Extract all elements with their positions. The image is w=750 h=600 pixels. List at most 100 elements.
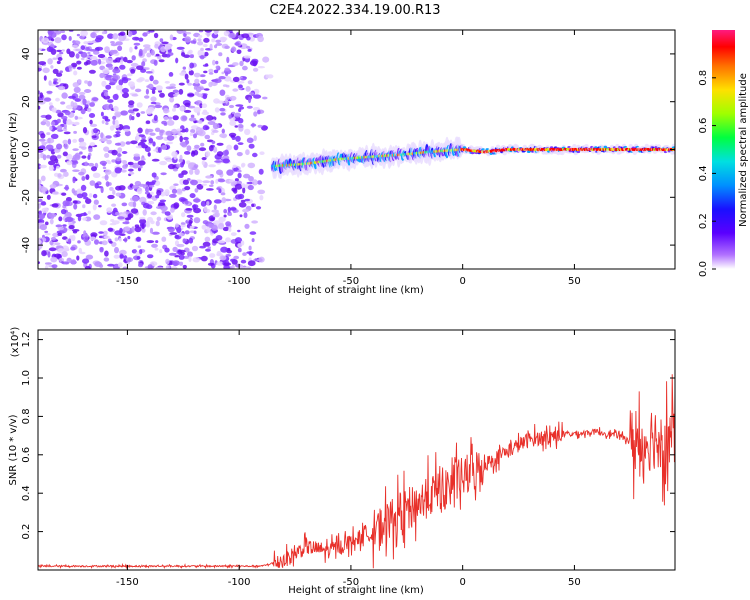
noise-speckle [146, 240, 155, 244]
noise-speckle [104, 153, 110, 158]
noise-speckle [38, 138, 46, 142]
noise-speckle [132, 195, 139, 202]
noise-speckle [202, 93, 208, 100]
noise-speckle [115, 41, 123, 46]
noise-speckle [248, 245, 252, 251]
noise-speckle [39, 224, 48, 231]
noise-speckle [235, 194, 242, 200]
noise-speckle [246, 137, 254, 144]
noise-speckle [191, 245, 199, 252]
noise-speckle [189, 169, 194, 175]
noise-speckle [186, 79, 190, 84]
noise-speckle [105, 57, 114, 64]
noise-speckle [91, 135, 97, 139]
noise-speckle [50, 214, 55, 219]
noise-speckle [94, 133, 99, 137]
noise-speckle [105, 181, 110, 187]
noise-speckle [134, 46, 138, 50]
noise-speckle [101, 80, 107, 87]
noise-speckle [55, 109, 62, 114]
noise-speckle [213, 204, 217, 210]
noise-speckle [150, 101, 157, 105]
noise-speckle [182, 238, 187, 244]
noise-speckle [193, 164, 199, 169]
noise-speckle [148, 30, 155, 33]
noise-speckle [136, 102, 143, 108]
noise-speckle [228, 213, 232, 216]
spectrogram-image [38, 30, 675, 269]
noise-speckle [112, 93, 119, 101]
noise-speckle [185, 208, 193, 211]
y-tick-label: 20 [21, 95, 32, 108]
noise-speckle [182, 264, 187, 269]
noise-speckle [198, 30, 204, 33]
noise-speckle [38, 153, 41, 159]
noise-speckle [237, 142, 244, 146]
noise-speckle [41, 207, 49, 213]
noise-speckle [60, 101, 66, 105]
noise-speckle [73, 121, 80, 126]
noise-speckle [76, 255, 80, 261]
noise-speckle [50, 121, 56, 126]
noise-speckle [46, 90, 53, 94]
colorbar-tick-label: 0.2 [698, 213, 709, 229]
noise-speckle [200, 255, 208, 262]
noise-speckle [202, 180, 211, 184]
noise-speckle [192, 204, 199, 209]
noise-speckle [246, 105, 253, 109]
noise-speckle [222, 150, 229, 157]
noise-speckle [107, 161, 112, 165]
x-tick-label: 50 [568, 276, 581, 287]
noise-speckle [176, 188, 183, 194]
noise-speckle [94, 239, 99, 245]
noise-speckle [203, 206, 208, 213]
noise-speckle [79, 141, 87, 147]
noise-speckle [204, 30, 213, 33]
noise-speckle [259, 151, 265, 155]
noise-speckle [168, 86, 177, 89]
noise-speckle [38, 239, 42, 245]
noise-speckle [67, 238, 72, 245]
noise-speckle [128, 100, 135, 106]
noise-speckle [72, 40, 81, 46]
noise-speckle [215, 178, 219, 184]
noise-speckle [59, 51, 64, 55]
noise-speckle [240, 199, 246, 203]
noise-speckle [165, 265, 170, 269]
noise-speckle [224, 45, 230, 49]
noise-speckle [122, 78, 129, 84]
noise-speckle [232, 164, 237, 168]
spectrogram-x-ticks: -150 -100 -50 0 50 [116, 30, 581, 287]
noise-speckle [50, 133, 59, 139]
noise-speckle [59, 30, 66, 33]
noise-speckle [178, 173, 184, 178]
noise-speckle [225, 71, 229, 77]
noise-speckle [218, 216, 226, 222]
noise-speckle [253, 111, 258, 117]
noise-speckle [248, 96, 252, 104]
noise-speckle [64, 217, 73, 222]
noise-speckle [82, 204, 86, 209]
noise-speckle [184, 73, 189, 80]
noise-speckle [137, 160, 146, 166]
noise-speckle [226, 144, 233, 151]
noise-speckle [48, 30, 53, 37]
noise-speckle [208, 81, 213, 88]
noise-speckle [119, 31, 126, 36]
noise-speckle [80, 184, 87, 191]
noise-speckle [50, 236, 57, 241]
noise-speckle [216, 250, 222, 256]
y-tick-label: 1.2 [21, 332, 32, 348]
noise-speckle [221, 128, 225, 134]
noise-speckle [100, 111, 104, 117]
noise-speckle [113, 254, 120, 259]
noise-speckle [190, 114, 195, 118]
noise-speckle [161, 236, 167, 242]
noise-speckle [172, 89, 179, 93]
x-tick-label: -150 [116, 276, 139, 287]
noise-speckle [216, 142, 224, 146]
signal-band [576, 150, 581, 154]
noise-speckle [229, 207, 237, 211]
noise-speckle [79, 212, 88, 217]
noise-speckle [193, 72, 201, 78]
